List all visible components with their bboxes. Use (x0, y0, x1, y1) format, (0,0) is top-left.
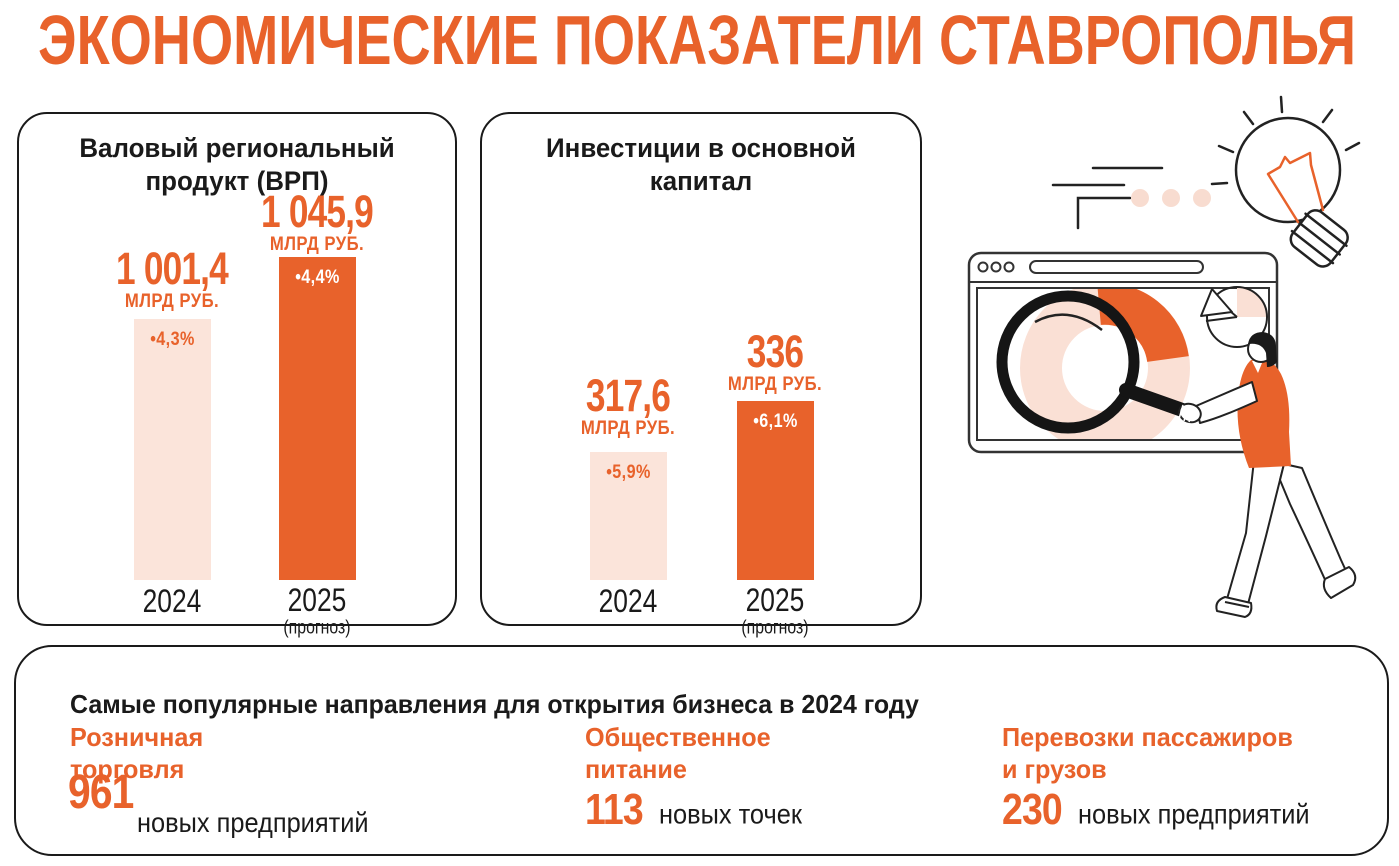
stat-number: 961 (68, 766, 134, 819)
axis-label-2024: 2024 (598, 583, 658, 620)
axis-label-2024: 2024 (142, 583, 202, 620)
stat-label: новых предприятий (1078, 798, 1311, 830)
growth-label: •5,9% (606, 462, 651, 483)
stat-label: новых предприятий (137, 807, 369, 839)
axis-label-2025: 2025 (прогноз) (283, 582, 351, 638)
category-label: Перевозки пассажиров и грузов (1002, 722, 1293, 784)
biz-item-transport: Перевозки пассажиров и грузов 230 новых … (1002, 721, 1310, 834)
growth-label: •4,4% (295, 267, 340, 288)
chart-title-grp: Валовый региональный продукт (ВРП) (79, 133, 395, 196)
bar-inv-2025: •6,1% (737, 401, 814, 580)
magnifier-icon (996, 290, 1195, 434)
axis-label-2025: 2025 (прогноз) (741, 582, 809, 638)
biz-item-catering: Общественное питание 113 новых точек (585, 721, 802, 834)
bar-grp-2025: •4,4% (279, 257, 356, 580)
business-directions-panel: Самые популярные направления для открыти… (14, 645, 1389, 856)
person-illustration (1178, 332, 1357, 618)
chart-panel-grp: Валовый региональный продукт (ВРП) 1 001… (17, 112, 457, 637)
bar-value-label-2025: 336 МЛРД РУБ. (727, 326, 823, 395)
bar-inv-2024: •5,9% (590, 452, 667, 580)
stat-label: новых точек (658, 798, 802, 830)
orange-shirt (1237, 358, 1291, 468)
bottom-heading: Самые популярные направления для открыти… (70, 688, 919, 719)
chart-panel-investments: Инвестиции в основной капитал 317,6 МЛРД… (480, 112, 922, 637)
analytics-illustration (967, 95, 1361, 618)
page-title-text: ЭКОНОМИЧЕСКИЕ ПОКАЗАТЕЛИ СТАВРОПОЛЬЯ (38, 2, 1356, 79)
category-label: Розничная торговля (70, 722, 204, 784)
category-label: Общественное питание (585, 722, 771, 784)
stat-number: 230 (1002, 785, 1063, 834)
stat-number: 113 (585, 785, 644, 834)
growth-label: •6,1% (753, 411, 798, 432)
address-bar (1029, 260, 1204, 274)
bar-value-label-2025: 1 045,9 МЛРД РУБ. (261, 186, 374, 255)
speed-lines-icon (1051, 166, 1164, 230)
growth-label: •4,3% (150, 329, 195, 350)
bar-value-label-2024: 1 001,4 МЛРД РУБ. (116, 243, 229, 312)
page-title: ЭКОНОМИЧЕСКИЕ ПОКАЗАТЕЛИ СТАВРОПОЛЬЯ (38, 2, 1356, 79)
biz-item-retail: Розничная торговля 961 новых предприятий (68, 721, 369, 838)
pie-chart-icon (1200, 286, 1268, 348)
chart-title-investments: Инвестиции в основной капитал (546, 133, 856, 196)
bar-grp-2024: •4,3% (134, 319, 211, 580)
bar-value-label-2024: 317,6 МЛРД РУБ. (580, 370, 676, 439)
lightbulb-icon (1210, 95, 1361, 268)
hair (1248, 332, 1277, 367)
dots-decoration (1131, 189, 1211, 207)
